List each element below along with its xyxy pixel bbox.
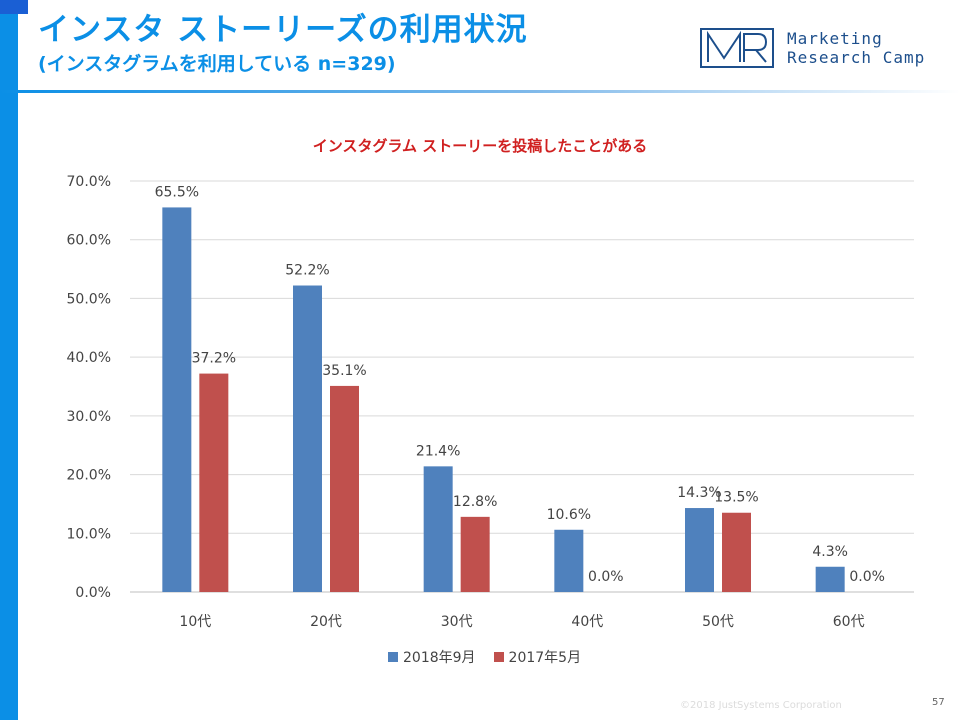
y-tick-label: 30.0% — [67, 409, 111, 425]
bar-2018 — [554, 529, 584, 592]
chart-title: インスタグラム ストーリーを投稿したことがある — [312, 137, 648, 155]
legend-label-2018: 2018年9月 — [403, 650, 476, 666]
x-tick-label: 40代 — [571, 614, 603, 630]
bar-2017 — [330, 385, 359, 592]
data-label: 4.3% — [812, 544, 848, 560]
logo-line-2: Research Camp — [787, 48, 926, 67]
logo-wordmark: Marketing Research Camp — [787, 29, 925, 67]
bar-2018 — [162, 207, 192, 592]
x-tick-label: 60代 — [833, 614, 865, 630]
data-label: 0.0% — [849, 569, 885, 585]
y-tick-label: 40.0% — [67, 350, 111, 366]
bar-2017 — [199, 373, 229, 592]
data-label: 14.3% — [677, 485, 721, 501]
x-tick-label: 50代 — [702, 614, 734, 630]
data-label: 21.4% — [416, 443, 460, 459]
sidebar-accent-bar — [0, 0, 18, 720]
logo-line-1: Marketing — [787, 29, 883, 48]
data-label: 37.2% — [192, 351, 236, 367]
legend-label-2017: 2017年5月 — [508, 650, 582, 666]
x-tick-label: 30代 — [441, 614, 473, 630]
bar-2018 — [815, 566, 845, 592]
y-tick-label: 20.0% — [67, 468, 111, 484]
page-title: インスタ ストーリーズの利用状況 — [38, 12, 528, 48]
y-tick-label: 0.0% — [75, 585, 111, 601]
chart-legend: 2018年9月 2017年5月 — [388, 647, 581, 667]
legend-item-2018: 2018年9月 — [388, 647, 476, 667]
bar-2017 — [722, 512, 751, 592]
data-label: 13.5% — [714, 490, 758, 506]
data-label: 0.0% — [588, 569, 624, 585]
page-subtitle: (インスタグラムを利用している n=329) — [38, 53, 396, 75]
data-label: 35.1% — [322, 363, 366, 379]
data-label: 10.6% — [547, 507, 591, 523]
y-tick-label: 10.0% — [67, 526, 111, 542]
legend-swatch-2018 — [388, 652, 398, 662]
y-tick-label: 70.0% — [67, 174, 111, 190]
y-tick-label: 50.0% — [67, 291, 111, 307]
legend-swatch-2017 — [493, 652, 504, 662]
x-tick-label: 10代 — [179, 614, 211, 630]
data-label: 12.8% — [453, 494, 497, 510]
bar-2018 — [423, 466, 453, 592]
legend-item-2017: 2017年5月 — [493, 647, 582, 667]
data-label: 65.5% — [155, 184, 199, 200]
mr-logo-icon — [700, 28, 774, 68]
y-tick-label: 60.0% — [67, 233, 111, 249]
bar-2017 — [460, 516, 490, 592]
data-label: 52.2% — [285, 263, 329, 279]
page-number: 57 — [932, 697, 945, 708]
top-accent-block — [0, 0, 28, 14]
header-divider — [0, 90, 960, 93]
bar-2018 — [685, 508, 714, 592]
x-tick-label: 20代 — [310, 614, 342, 630]
bar-2018 — [293, 285, 322, 592]
copyright-text: ©2018 JustSystems Corporation — [680, 700, 842, 711]
